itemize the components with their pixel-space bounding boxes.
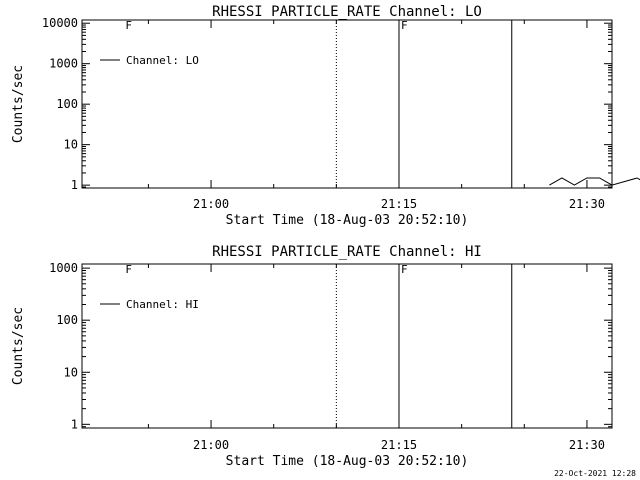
y-tick-label: 100: [56, 97, 78, 111]
x-tick-label: 21:00: [193, 197, 229, 211]
legend-label-0: Channel: LO: [126, 54, 199, 67]
chart-title-0: RHESSI PARTICLE_RATE Channel: LO: [212, 4, 482, 20]
plot-frame-1: [81, 263, 613, 429]
x-tick-label: 21:30: [569, 197, 605, 211]
y-axis-label-0: Counts/sec: [11, 65, 26, 143]
series-line-0: [549, 177, 640, 186]
y-tick-label: 10000: [42, 16, 78, 30]
y-tick-label: 1000: [49, 57, 78, 71]
chart-title-1: RHESSI PARTICLE_RATE Channel: HI: [212, 244, 482, 260]
x-tick-label: 21:15: [381, 197, 417, 211]
x-tick-label: 21:00: [193, 438, 229, 452]
event-marker-F: F: [401, 19, 408, 32]
y-tick-label: 1000: [49, 261, 78, 275]
plot-timestamp: 22-Oct-2021 12:28: [554, 469, 636, 478]
y-tick-label: 10: [64, 365, 78, 379]
y-tick-label: 1: [71, 178, 78, 192]
event-marker-F: F: [125, 263, 132, 276]
event-marker-F: F: [125, 19, 132, 32]
x-axis-label-0: Start Time (18-Aug-03 20:52:10): [226, 213, 469, 228]
x-tick-label: 21:30: [569, 438, 605, 452]
event-marker-F: F: [401, 263, 408, 276]
plot-frame-0: [81, 19, 613, 189]
y-axis-label-1: Counts/sec: [11, 307, 26, 385]
x-axis-label-1: Start Time (18-Aug-03 20:52:10): [226, 454, 469, 469]
y-tick-label: 1: [71, 417, 78, 431]
y-tick-label: 100: [56, 313, 78, 327]
x-tick-label: 21:15: [381, 438, 417, 452]
y-tick-label: 10: [64, 138, 78, 152]
legend-label-1: Channel: HI: [126, 298, 199, 311]
